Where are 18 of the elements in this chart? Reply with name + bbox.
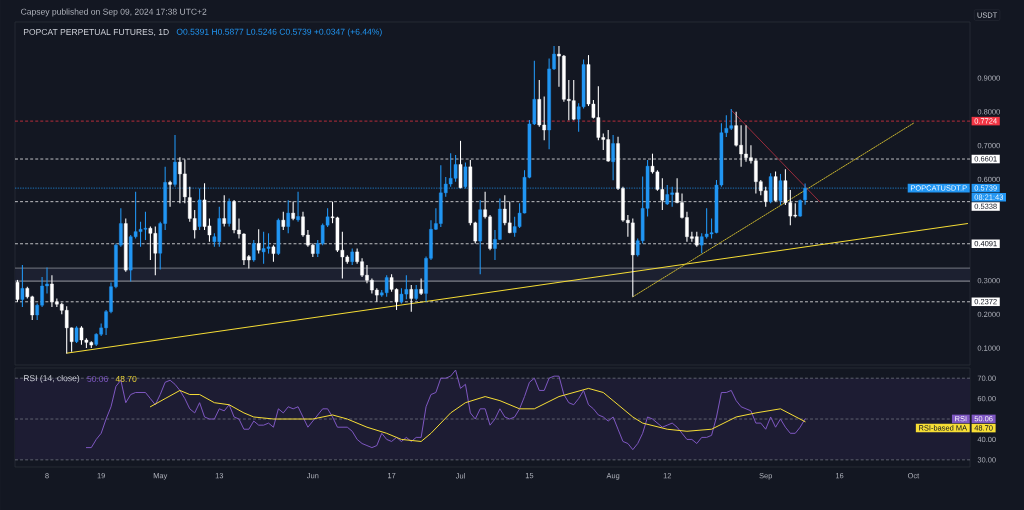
text: POPCAT PERPETUAL FUTURES, 1D: [23, 28, 169, 36]
annotation: 48.70: [115, 375, 137, 382]
candlestick: [251, 239, 256, 263]
candlestick: [507, 201, 512, 234]
candlestick: [778, 173, 783, 206]
candlestick: [384, 274, 389, 298]
annotation: 50.06: [87, 375, 108, 382]
text: O0.5391 H0.5877 L0.5246 C0.5739 +0.0347 (+6.44%): [176, 28, 382, 37]
text: Capsey published on Sep 09, 2024 17:38 UTC+2: [21, 8, 207, 17]
candlestick: [611, 134, 615, 181]
candlestick: [571, 79, 576, 121]
candlestick: [20, 264, 25, 308]
candlestick: [419, 278, 423, 296]
candlestick: [281, 211, 286, 231]
text: RSI (14, close): [23, 374, 80, 383]
candlestick: [286, 199, 290, 234]
candlestick: [296, 191, 300, 223]
candlestick: [227, 198, 231, 228]
